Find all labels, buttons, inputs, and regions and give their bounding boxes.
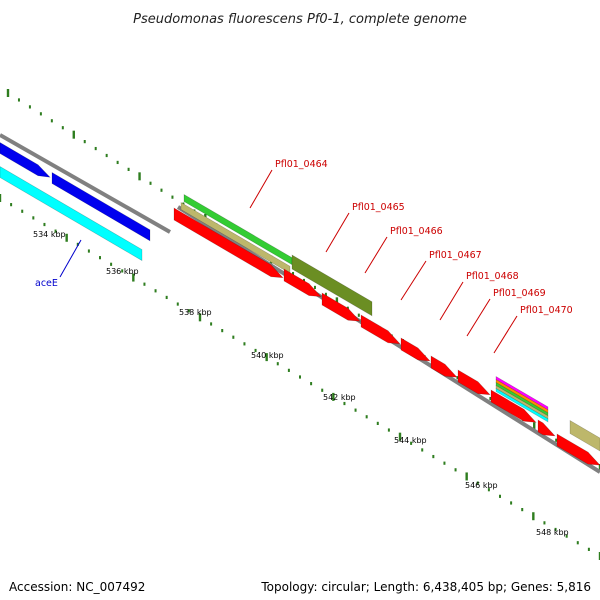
gene-feature-cyan-1[interactable] — [0, 166, 143, 262]
backbone-left — [0, 133, 171, 234]
gene-feature-red-4[interactable] — [360, 314, 401, 345]
gene-label-pfl01-0470[interactable]: Pfl01_0470 — [520, 305, 573, 316]
map-title: Pseudomonas fluorescens Pf0-1, complete … — [133, 12, 467, 27]
scale-label-538: 538 kbp — [179, 308, 212, 317]
genome-summary-text: Topology: circular; Length: 6,438,405 bp… — [261, 580, 591, 594]
gene-feature-khaki-right[interactable] — [569, 419, 600, 452]
backbone — [0, 133, 600, 474]
scale-label-546: 546 kbp — [465, 481, 498, 490]
gene-feature-red-5[interactable] — [400, 337, 431, 362]
gene-feature-red-6[interactable] — [430, 355, 458, 378]
gene-label-pfl01-0467[interactable]: Pfl01_0467 — [429, 250, 482, 261]
scale-label-544: 544 kbp — [394, 436, 427, 445]
gene-label-pfl01-0469[interactable]: Pfl01_0469 — [493, 288, 546, 299]
scale-label-542: 542 kbp — [323, 393, 356, 402]
gene-label-pfl01-0466[interactable]: Pfl01_0466 — [390, 226, 443, 237]
gene-label-acee[interactable]: aceE — [35, 278, 58, 289]
leader-pfl01-0467 — [400, 260, 427, 301]
gene-feature-red-2[interactable] — [283, 268, 322, 298]
gene-feature-small-5[interactable] — [495, 387, 549, 423]
gene-features — [0, 142, 600, 466]
gene-feature-red-8[interactable] — [490, 389, 537, 423]
gene-label-pfl01-0468[interactable]: Pfl01_0468 — [466, 271, 519, 282]
gene-feature-red-7[interactable] — [457, 369, 491, 396]
gene-feature-red-10[interactable] — [556, 433, 600, 466]
gene-label-pfl01-0465[interactable]: Pfl01_0465 — [352, 202, 405, 213]
gene-feature-red-9[interactable] — [537, 419, 556, 437]
leader-acee — [59, 239, 82, 278]
leader-pfl01-0466 — [364, 236, 388, 274]
scale-label-548: 548 kbp — [536, 528, 569, 537]
scale-label-536: 536 kbp — [106, 267, 139, 276]
leader-pfl01-0465 — [325, 212, 350, 253]
leader-pfl01-0464 — [249, 169, 273, 209]
label-leaders — [59, 169, 518, 354]
gene-feature-blue-2[interactable] — [51, 171, 151, 242]
scale-label-540: 540 kbp — [251, 351, 284, 360]
gene-feature-red-1[interactable] — [173, 207, 284, 279]
gene-feature-olive[interactable] — [291, 254, 373, 317]
gene-labels: aceE Pfl01_0464 Pfl01_0465 Pfl01_0466 Pf… — [35, 159, 573, 316]
gene-feature-khaki[interactable] — [180, 201, 291, 274]
leader-pfl01-0470 — [493, 315, 518, 354]
scale-label-534: 534 kbp — [33, 230, 66, 239]
gene-label-pfl01-0464[interactable]: Pfl01_0464 — [275, 159, 328, 170]
accession-text: Accession: NC_007492 — [9, 580, 146, 594]
leader-pfl01-0468 — [439, 281, 464, 321]
gene-feature-blue-1[interactable] — [0, 142, 51, 178]
scale-labels: 534 kbp 536 kbp 538 kbp 540 kbp 542 kbp … — [33, 230, 569, 537]
leader-pfl01-0469 — [466, 298, 491, 337]
gene-feature-red-3[interactable] — [321, 292, 361, 322]
